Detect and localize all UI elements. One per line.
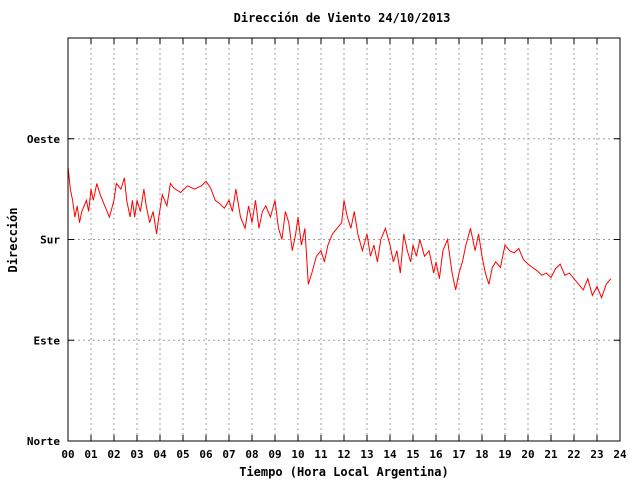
x-tick-label: 08 bbox=[245, 448, 258, 461]
x-tick-label: 17 bbox=[452, 448, 465, 461]
y-axis: Norte Este Sur Oeste bbox=[27, 133, 620, 448]
series-layer bbox=[67, 166, 612, 300]
x-tick-label: 09 bbox=[268, 448, 281, 461]
x-tick-label: 23 bbox=[590, 448, 603, 461]
x-tick-label: 22 bbox=[567, 448, 580, 461]
y-tick-label: Oeste bbox=[27, 133, 60, 146]
wind-direction-series bbox=[67, 166, 612, 300]
y-tick-label: Este bbox=[34, 334, 61, 347]
x-tick-label: 06 bbox=[199, 448, 213, 461]
x-tick-label: 00 bbox=[61, 448, 74, 461]
y-axis-label: Dirección bbox=[6, 207, 20, 272]
x-tick-label: 07 bbox=[222, 448, 235, 461]
x-tick-label: 24 bbox=[613, 448, 627, 461]
chart-title: Dirección de Viento 24/10/2013 bbox=[234, 11, 451, 25]
x-tick-label: 13 bbox=[360, 448, 373, 461]
x-tick-label: 01 bbox=[84, 448, 98, 461]
x-tick-label: 18 bbox=[475, 448, 488, 461]
x-tick-label: 05 bbox=[176, 448, 189, 461]
x-axis-label: Tiempo (Hora Local Argentina) bbox=[239, 465, 449, 479]
x-tick-label: 21 bbox=[544, 448, 558, 461]
y-tick-label: Norte bbox=[27, 435, 60, 448]
x-tick-label: 15 bbox=[406, 448, 419, 461]
y-tick-label: Sur bbox=[40, 234, 60, 247]
x-tick-label: 19 bbox=[498, 448, 511, 461]
grid bbox=[68, 38, 620, 441]
x-tick-label: 03 bbox=[130, 448, 143, 461]
x-tick-label: 02 bbox=[107, 448, 120, 461]
x-tick-label: 04 bbox=[153, 448, 167, 461]
x-tick-label: 20 bbox=[521, 448, 534, 461]
x-tick-label: 11 bbox=[314, 448, 328, 461]
x-tick-label: 14 bbox=[383, 448, 397, 461]
x-tick-label: 16 bbox=[429, 448, 443, 461]
x-axis: 00 01 02 03 04 05 06 07 08 09 10 11 12 13 14 15 16 17 18 19… bbox=[61, 38, 627, 461]
x-tick-label: 10 bbox=[291, 448, 304, 461]
x-tick-label: 12 bbox=[337, 448, 350, 461]
